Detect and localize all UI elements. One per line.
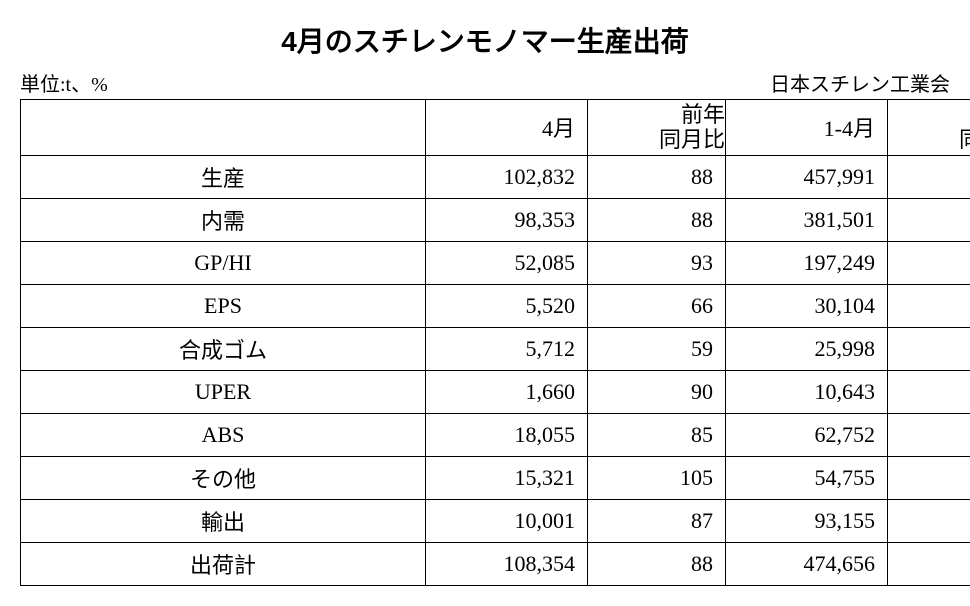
- col-header-2: 1-4月: [726, 100, 888, 156]
- col-header-blank: [21, 100, 426, 156]
- cell-value: 197,249: [726, 241, 888, 284]
- cell-value: 54,755: [726, 456, 888, 499]
- cell-value: 25,998: [726, 327, 888, 370]
- cell-value: 381,501: [726, 198, 888, 241]
- cell-value: 59: [588, 327, 726, 370]
- cell-value: 93: [588, 241, 726, 284]
- table-row: GP/HI52,08593197,24992: [21, 241, 970, 284]
- cell-value: 18,055: [426, 413, 588, 456]
- cell-value: 93: [888, 413, 970, 456]
- row-label: その他: [21, 456, 426, 499]
- cell-value: 15,321: [426, 456, 588, 499]
- cell-value: 89: [888, 198, 970, 241]
- table-row: その他15,32110554,75581: [21, 456, 970, 499]
- col-header-3: 前年同期比: [888, 100, 970, 156]
- cell-value: 88: [588, 542, 726, 585]
- col-header-1: 前年同月比: [588, 100, 726, 156]
- cell-value: 5,520: [426, 284, 588, 327]
- table-row: 出荷計108,35488474,65686: [21, 542, 970, 585]
- cell-value: 1,660: [426, 370, 588, 413]
- table-header-row: 4月 前年同月比 1-4月 前年同期比: [21, 100, 970, 156]
- cell-value: 90: [588, 370, 726, 413]
- row-label: 内需: [21, 198, 426, 241]
- cell-value: 102,832: [426, 155, 588, 198]
- cell-value: 457,991: [726, 155, 888, 198]
- cell-value: 98,353: [426, 198, 588, 241]
- table-row: 合成ゴム5,7125925,99875: [21, 327, 970, 370]
- cell-value: 105: [588, 456, 726, 499]
- table-row: 内需98,35388381,50189: [21, 198, 970, 241]
- row-label: 合成ゴム: [21, 327, 426, 370]
- cell-value: 86: [888, 542, 970, 585]
- cell-value: 92: [888, 241, 970, 284]
- page-title: 4月のスチレンモノマー生産出荷: [20, 20, 950, 60]
- table-row: ABS18,0558562,75293: [21, 413, 970, 456]
- cell-value: 62,752: [726, 413, 888, 456]
- cell-value: 52,085: [426, 241, 588, 284]
- cell-value: 66: [588, 284, 726, 327]
- col-header-0: 4月: [426, 100, 588, 156]
- row-label: ABS: [21, 413, 426, 456]
- cell-value: 96: [888, 284, 970, 327]
- cell-value: 99: [888, 370, 970, 413]
- cell-value: 85: [588, 413, 726, 456]
- source-label: 日本スチレン工業会: [770, 68, 950, 97]
- data-table: 4月 前年同月比 1-4月 前年同期比 生産102,83288457,99188…: [20, 99, 970, 586]
- table-row: 輸出10,0018793,15576: [21, 499, 970, 542]
- row-label: 輸出: [21, 499, 426, 542]
- cell-value: 75: [888, 327, 970, 370]
- cell-value: 108,354: [426, 542, 588, 585]
- row-label: 出荷計: [21, 542, 426, 585]
- unit-label: 単位:t、%: [20, 68, 108, 97]
- cell-value: 5,712: [426, 327, 588, 370]
- row-label: 生産: [21, 155, 426, 198]
- row-label: EPS: [21, 284, 426, 327]
- cell-value: 93,155: [726, 499, 888, 542]
- row-label: UPER: [21, 370, 426, 413]
- table-row: 生産102,83288457,99188: [21, 155, 970, 198]
- cell-value: 30,104: [726, 284, 888, 327]
- cell-value: 81: [888, 456, 970, 499]
- row-label: GP/HI: [21, 241, 426, 284]
- cell-value: 88: [888, 155, 970, 198]
- cell-value: 87: [588, 499, 726, 542]
- cell-value: 88: [588, 155, 726, 198]
- cell-value: 474,656: [726, 542, 888, 585]
- table-row: UPER1,6609010,64399: [21, 370, 970, 413]
- cell-value: 10,001: [426, 499, 588, 542]
- cell-value: 76: [888, 499, 970, 542]
- cell-value: 88: [588, 198, 726, 241]
- cell-value: 10,643: [726, 370, 888, 413]
- table-row: EPS5,5206630,10496: [21, 284, 970, 327]
- header-row: 単位:t、% 日本スチレン工業会: [20, 68, 950, 97]
